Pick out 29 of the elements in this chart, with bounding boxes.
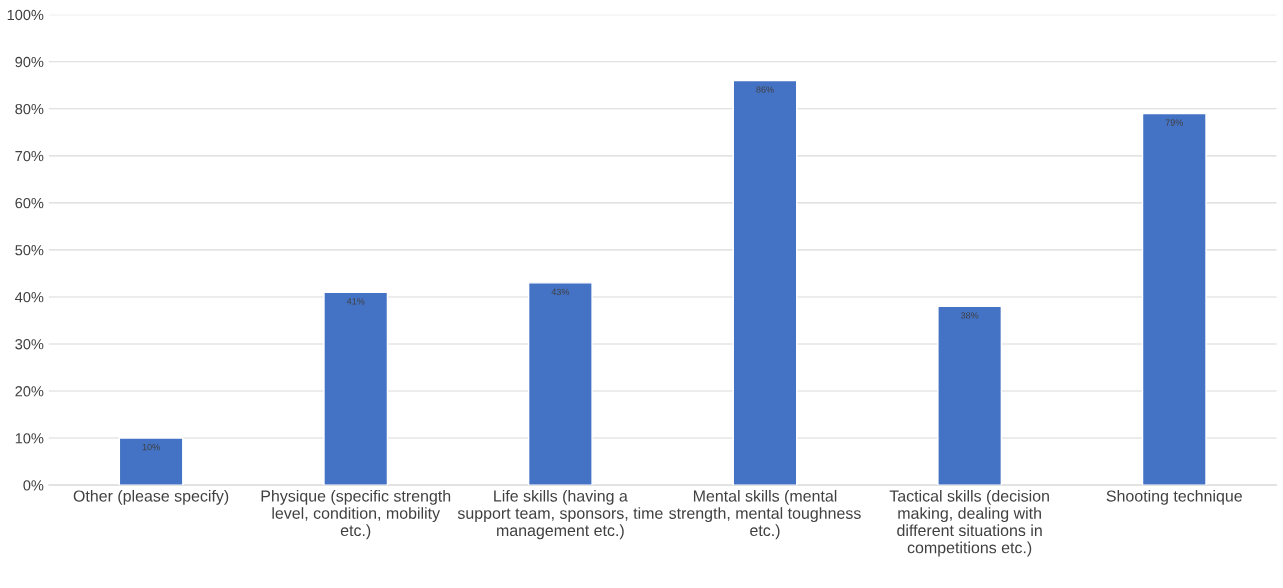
bar xyxy=(118,437,184,486)
x-tick-label: Physique (specific strength level, condition, mobility etc.) xyxy=(261,489,451,540)
y-tick-label: 60% xyxy=(15,197,44,209)
y-tick-label: 90% xyxy=(15,56,44,68)
bar xyxy=(732,79,798,486)
x-tick-label: Mental skills (mental strength, mental toughness etc.) xyxy=(669,489,861,540)
x-tick-label: Tactical skills (decision making, dealing with different situations in competitions etc.) xyxy=(889,489,1049,557)
y-tick-label: 70% xyxy=(15,150,44,162)
data-label: 38% xyxy=(960,312,979,319)
bar xyxy=(1141,112,1207,486)
y-tick-label: 30% xyxy=(15,339,44,350)
y-tick-label: 10% xyxy=(15,433,44,444)
y-tick-label: 100% xyxy=(7,9,44,21)
y-tick-label: 50% xyxy=(15,245,44,256)
y-tick-label: 0% xyxy=(23,480,44,491)
data-label: 79% xyxy=(1165,119,1183,126)
bar xyxy=(527,282,593,486)
data-label: 41% xyxy=(346,298,365,305)
bar xyxy=(323,291,389,486)
y-tick-label: 80% xyxy=(15,103,44,115)
bar xyxy=(937,305,1003,486)
y-tick-label: 40% xyxy=(15,292,44,303)
data-label: 86% xyxy=(756,86,774,93)
data-label: 43% xyxy=(551,288,570,296)
data-label: 10% xyxy=(142,443,160,451)
y-tick-label: 20% xyxy=(15,386,44,397)
x-tick-label: Shooting technique xyxy=(1106,489,1242,505)
x-tick-label: Other (please specify) xyxy=(73,489,229,505)
x-tick-label: Life skills (having a support team, sponsors, time management etc.) xyxy=(457,489,663,540)
